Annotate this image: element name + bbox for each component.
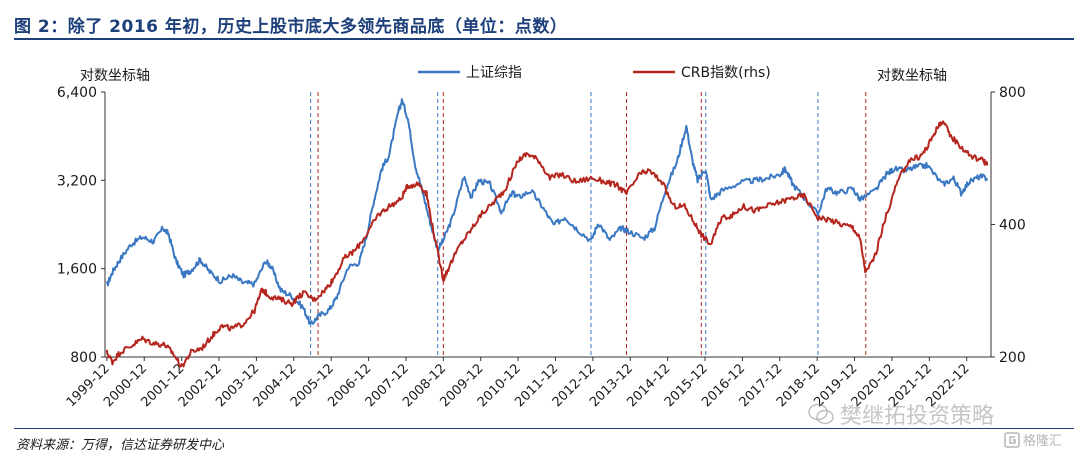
y-left-tick-label: 6,400 <box>57 85 97 101</box>
y-right-tick-label: 200 <box>999 350 1026 366</box>
source-note: 资料来源：万得，信达证券研发中心 <box>16 438 225 453</box>
y-left-tick-label: 3,200 <box>57 173 97 189</box>
y-right-tick-label: 400 <box>999 218 1026 234</box>
corner-watermark: 格隆汇 <box>1004 430 1062 449</box>
y-right-tick-label: 800 <box>999 85 1026 101</box>
title-bar: 图 2：除了 2016 年初，历史上股市底大多领先商品底（单位：点数） <box>14 4 1074 40</box>
chart-title: 图 2：除了 2016 年初，历史上股市底大多领先商品底（单位：点数） <box>14 17 568 37</box>
wechat-watermark: 樊继拓投资策略 <box>808 398 994 430</box>
y-left-axis-label: 对数坐标轴 <box>80 68 150 84</box>
legend-crb-label: CRB指数(rhs) <box>681 65 771 81</box>
gelonghui-logo-icon <box>1004 431 1020 448</box>
y-left-tick-label: 800 <box>70 350 97 366</box>
footer-divider <box>14 428 1074 429</box>
y-right-axis-label: 对数坐标轴 <box>877 68 947 84</box>
crb-index-line <box>105 120 989 368</box>
y-left-tick-label: 1,600 <box>57 262 97 278</box>
legend-sse-label: 上证综指 <box>466 65 522 81</box>
wechat-icon <box>808 403 834 425</box>
watermark-text: 樊继拓投资策略 <box>840 404 995 429</box>
corner-watermark-text: 格隆汇 <box>1023 434 1063 449</box>
sse-composite-line <box>105 98 989 325</box>
